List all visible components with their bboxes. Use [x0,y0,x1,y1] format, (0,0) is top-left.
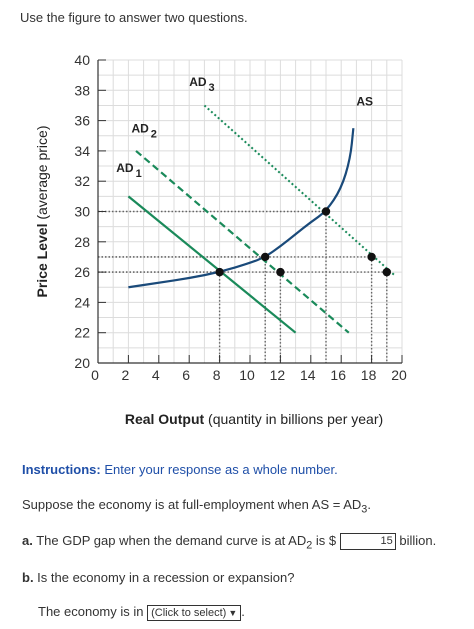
y-tick-label: 20 [74,355,90,371]
x-tick-label: 6 [182,367,190,383]
intersection-point [276,267,285,277]
question-b: b. Is the economy in a recession or expa… [22,570,294,585]
x-tick-label: 4 [152,367,160,383]
answer-line: The economy is in (Click to select) ▼. [38,604,245,621]
x-tick-label: 14 [300,367,316,383]
y-tick-label: 22 [74,325,90,341]
y-tick-label: 24 [74,294,90,310]
instructions: Instructions: Enter your response as a w… [22,462,338,477]
chevron-down-icon: ▼ [228,607,238,618]
question-a-post: billion. [395,533,437,548]
y-tick-label: 28 [74,234,90,250]
x-tick-label: 12 [270,367,286,383]
curve-label-ad3: AD 3 [189,75,214,94]
x-tick-label: 8 [213,367,221,383]
x-tick-label: 10 [239,367,255,383]
answer-line-post: . [241,604,245,619]
x-tick-label: 16 [330,367,346,383]
intersection-point [215,267,224,277]
question-b-text: Is the economy in a recession or expansi… [33,570,295,585]
x-axis-label: Real Output (quantity in billions per ye… [125,411,383,427]
y-tick-label: 34 [74,143,90,159]
question-a-sub: 2 [306,539,313,552]
gdp-gap-answer-input[interactable]: 15 [339,533,396,551]
curve-ad2 [135,150,350,334]
y-tick-label: 32 [74,173,90,189]
intro-text: Use the figure to answer two questions. [20,10,248,25]
question-a-letter: a. [22,533,33,548]
question-a: a. The GDP gap when the demand curve is … [22,533,436,552]
x-tick-label: 2 [122,367,130,383]
intersection-point [321,207,331,216]
curve-ad3 [203,104,396,276]
instructions-text: Enter your response as a whole number. [100,462,338,477]
y-tick-label: 36 [74,113,90,129]
question-a-text: The GDP gap when the demand curve is at … [32,533,307,548]
y-tick-label: 38 [74,82,90,98]
curve-label-ad1: AD 1 [116,161,141,180]
x-tick-label: 0 [91,367,99,383]
intersection-point [367,252,376,262]
y-tick-label: 30 [74,204,90,220]
curve-label-ad2: AD 2 [131,122,156,141]
premise-sub: 3 [361,503,368,516]
premise-post: . [367,497,371,512]
intersection-point [261,252,270,262]
x-tick-label: 18 [361,367,377,383]
question-a-mid: is $ [312,533,337,548]
ad-as-chart: 0 2 4 6 8 10 12 14 16 18 202022242628303234363840 … [34,52,407,427]
chart-curves [127,104,396,334]
select-value: (Click to select) [151,606,227,619]
y-tick-label: 40 [74,52,90,68]
chart-labels: Real Output (quantity in billions per ye… [34,75,383,427]
economy-state-select[interactable]: (Click to select) ▼ [147,604,242,621]
chart-points [215,207,391,277]
instructions-label: Instructions: [22,462,101,477]
curve-ad1 [127,195,297,334]
premise-text: Suppose the economy is at full-employmen… [22,497,371,516]
intersection-point [382,267,391,277]
question-b-letter: b. [22,570,34,585]
curve-as [128,128,355,289]
y-tick-label: 26 [74,264,90,280]
curve-label-as: AS [356,94,373,108]
x-tick-label: 20 [391,367,407,383]
answer-line-pre: The economy is in [38,604,144,619]
premise-pre: Suppose the economy is at full-employmen… [22,497,362,512]
y-axis-label: Price Level (average price) [34,126,50,298]
chart-guide-lines [98,210,388,363]
